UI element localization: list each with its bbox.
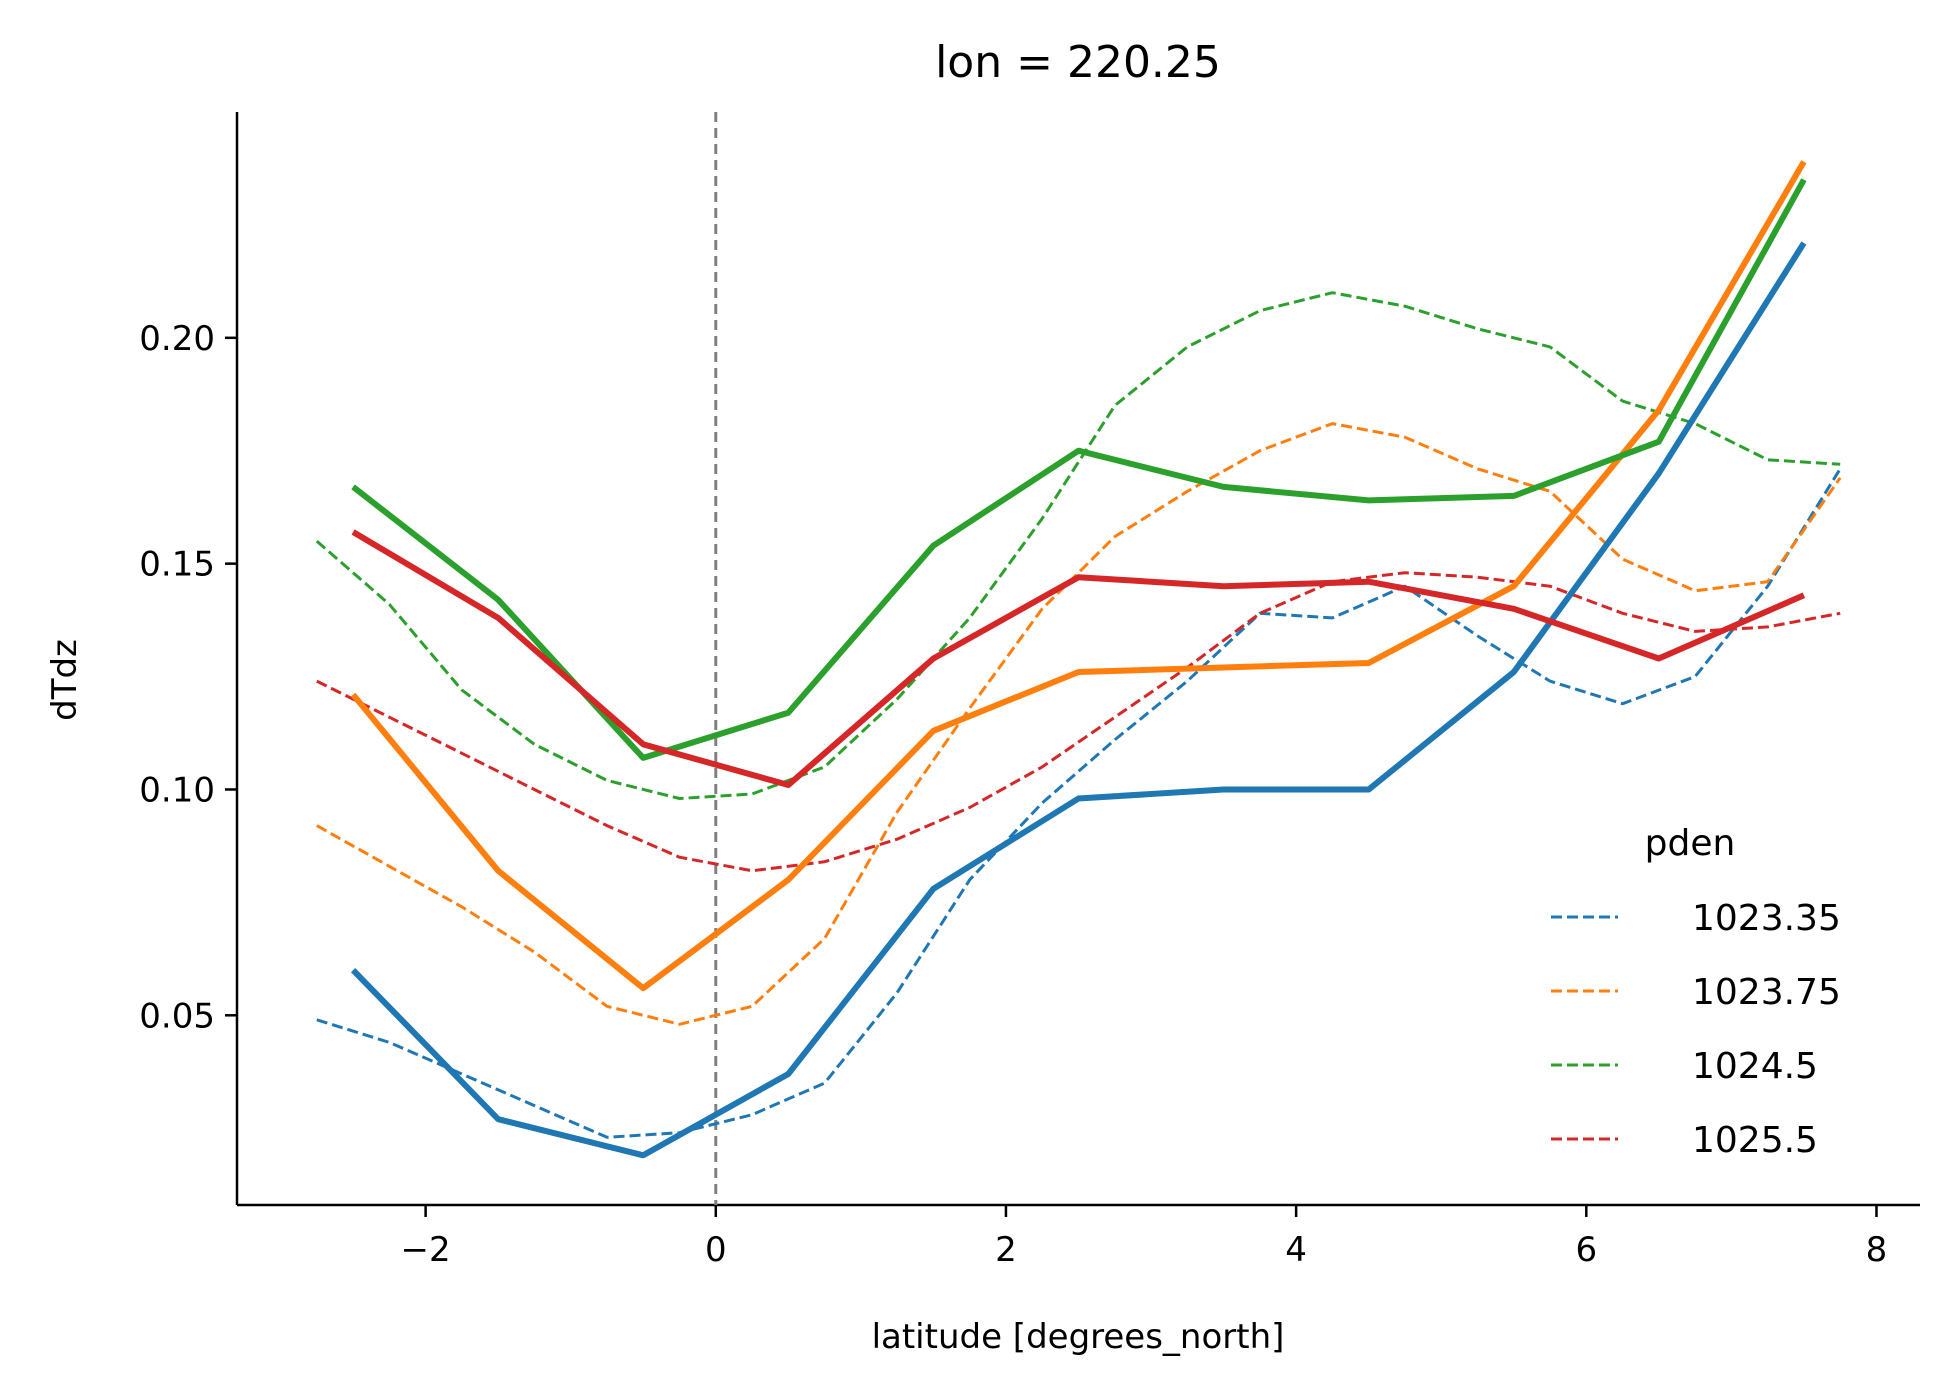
legend-label-1025-5: 1025.5 — [1692, 1120, 1818, 1161]
y-tick-label: 0.20 — [139, 319, 215, 359]
chart-title: lon = 220.25 — [935, 37, 1221, 88]
y-axis-label: dTdz — [45, 639, 85, 721]
y-tick-label: 0.05 — [139, 996, 215, 1036]
series-line-dashed-1024-5 — [315, 291, 1841, 800]
series-line-solid-1023-75 — [350, 160, 1807, 992]
x-tick-label: 2 — [995, 1230, 1017, 1270]
y-tick-label: 0.10 — [139, 770, 215, 810]
legend-label-1024-5: 1024.5 — [1692, 1046, 1818, 1087]
x-tick-label: 0 — [705, 1230, 727, 1270]
series-line-dashed-1023-75 — [316, 422, 1842, 1026]
x-tick-label: −2 — [401, 1230, 451, 1270]
x-tick-label: 4 — [1285, 1230, 1307, 1270]
x-tick-label: 6 — [1575, 1230, 1597, 1270]
legend-label-1023-35: 1023.35 — [1692, 898, 1841, 939]
series-line-dashed-1025-5 — [316, 571, 1841, 873]
x-tick-label: 8 — [1866, 1230, 1888, 1270]
x-axis-label: latitude [degrees_north] — [872, 1317, 1285, 1357]
legend-label-1023-75: 1023.75 — [1692, 972, 1841, 1013]
legend-title: pden — [1645, 823, 1736, 864]
series-line-dashed-1023-35 — [316, 468, 1842, 1139]
series-line-solid-1025-5 — [351, 529, 1806, 788]
series-line-solid-1023-35 — [350, 241, 1807, 1159]
plot-area: −2 0 2 4 6 8 0.05 0.10 0.15 0.20 — [139, 112, 1920, 1270]
y-tick-label: 0.15 — [139, 545, 215, 585]
legend: pden 1023.35 1023.75 1024.5 1025.5 — [1551, 823, 1841, 1161]
